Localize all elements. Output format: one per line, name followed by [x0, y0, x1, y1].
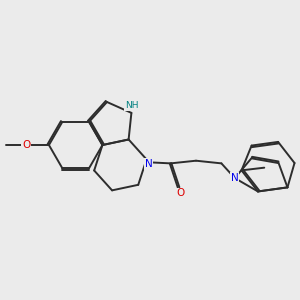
Text: N: N	[145, 159, 152, 169]
Text: N: N	[231, 173, 239, 183]
Text: NH: NH	[125, 101, 138, 110]
Text: O: O	[22, 140, 30, 150]
Text: O: O	[176, 188, 185, 198]
